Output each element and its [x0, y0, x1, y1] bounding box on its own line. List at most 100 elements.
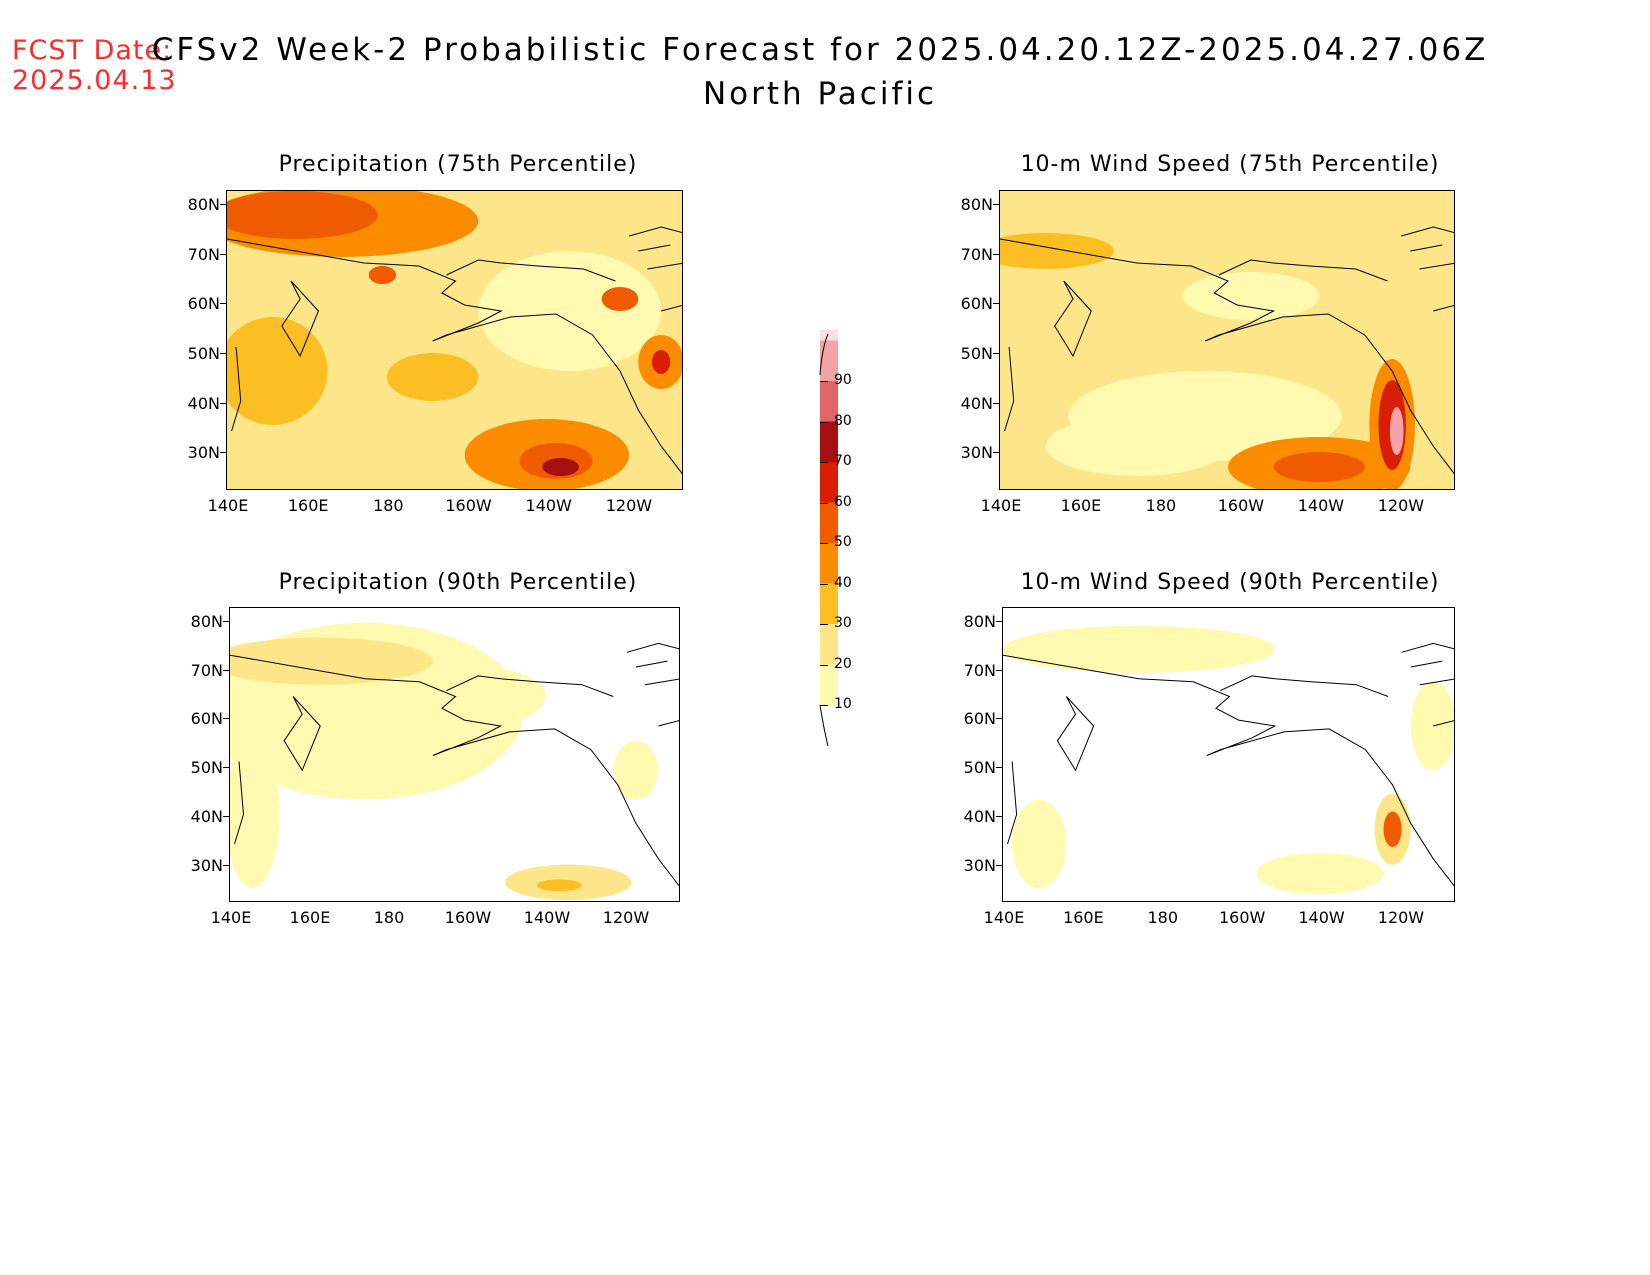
lon-tick-label: 160E — [1060, 496, 1102, 515]
coastline — [1000, 238, 1454, 475]
coastline — [1401, 226, 1454, 312]
lat-tick-label: 40N — [187, 393, 220, 413]
probability-contour-area — [1273, 452, 1365, 482]
coastline — [1401, 642, 1454, 727]
lat-tick-mark — [996, 669, 1002, 671]
colorbar-tick-mark — [820, 462, 828, 463]
probability-contour-area — [1182, 272, 1320, 320]
colorbar-level-label: 10 — [834, 696, 852, 712]
lon-tick-label: 160E — [287, 496, 329, 515]
colorbar-segment — [820, 624, 838, 665]
lat-tick-mark — [220, 452, 226, 454]
probability-contour-area — [227, 191, 378, 239]
panel-title-precip-90: Precipitation (90th Percentile) — [278, 570, 638, 595]
lon-tick-label: 160W — [1217, 496, 1265, 515]
probability-contour-area — [1389, 407, 1404, 455]
colorbar-segment — [820, 543, 838, 584]
lat-tick-mark — [220, 204, 226, 205]
colorbar-segment — [820, 502, 838, 543]
colorbar-level-label: 60 — [834, 493, 852, 510]
coastline — [234, 761, 245, 845]
coastline — [230, 654, 679, 887]
lon-tick-label: 140E — [207, 496, 249, 515]
forecast-date-block: FCST Date: 2025.04.13 — [12, 36, 177, 96]
lat-tick-label: 80N — [963, 612, 996, 631]
coastline — [231, 346, 242, 432]
lat-tick-mark — [993, 303, 999, 305]
probability-contour-area — [227, 317, 328, 425]
lat-tick-mark — [223, 669, 229, 671]
colorbar-level-label: 90 — [834, 372, 852, 388]
lon-tick-label: 120W — [602, 908, 650, 927]
main-title: CFSv2 Week-2 Probabilistic Forecast for … — [151, 32, 1489, 68]
probability-contour-area — [1045, 416, 1228, 476]
lon-tick-label: 160W — [1218, 908, 1266, 927]
lat-tick-label: 30N — [960, 443, 993, 463]
map-canvas — [1003, 625, 1454, 895]
lat-tick-mark — [223, 621, 229, 622]
colorbar-segment — [820, 462, 838, 503]
colorbar-tick-mark — [820, 664, 828, 666]
colorbar-level-label: 70 — [834, 453, 852, 469]
lat-tick-label: 60N — [960, 294, 993, 314]
probability-contour-area — [386, 353, 479, 401]
probability-contour-area — [230, 740, 280, 889]
map-precip-75 — [226, 190, 683, 490]
lon-tick-label: 120W — [605, 496, 653, 515]
lat-tick-mark — [220, 402, 226, 404]
colorbar-segment — [820, 664, 838, 705]
colorbar-level-label: 50 — [834, 534, 852, 550]
lat-tick-mark — [220, 253, 226, 255]
lat-tick-label: 30N — [187, 443, 220, 463]
lon-tick-label: 140E — [210, 908, 252, 927]
probability-contour-area — [1383, 811, 1402, 847]
coastline — [629, 226, 682, 312]
probability-contour-area — [601, 287, 639, 311]
lat-tick-label: 50N — [960, 343, 993, 363]
map-precip-90 — [229, 607, 680, 902]
lat-tick-label: 70N — [963, 660, 996, 680]
lat-tick-mark — [220, 352, 226, 354]
lon-tick-label: 140W — [523, 908, 571, 927]
lat-tick-label: 40N — [190, 806, 223, 826]
map-wind-90 — [1002, 607, 1455, 902]
colorbar-level-label: 30 — [834, 615, 852, 631]
lon-tick-label: 140E — [980, 496, 1022, 515]
lat-tick-label: 40N — [960, 393, 993, 413]
map-canvas — [227, 191, 682, 489]
lon-tick-label: 180 — [1145, 496, 1177, 515]
probability-contour-area — [536, 879, 582, 892]
coastline — [446, 259, 616, 282]
lat-tick-mark — [996, 864, 1002, 866]
probability-contour-area — [1012, 799, 1067, 889]
lat-tick-label: 80N — [190, 612, 223, 631]
colorbar-tick-mark — [820, 421, 828, 423]
lon-tick-label: 180 — [1147, 908, 1179, 927]
colorbar-tick-mark — [820, 502, 828, 504]
lat-tick-mark — [223, 815, 229, 817]
colorbar-upper-tip — [819, 333, 829, 376]
lat-tick-mark — [223, 864, 229, 866]
lon-tick-label: 180 — [373, 496, 404, 515]
lon-tick-label: 120W — [1377, 496, 1425, 515]
lon-tick-label: 140W — [1298, 908, 1345, 927]
coastline — [1218, 259, 1388, 282]
colorbar-segment — [820, 330, 838, 341]
colorbar-tick-mark — [820, 624, 828, 625]
coastline — [446, 675, 614, 697]
coastline — [283, 696, 321, 772]
panel-title-wind-90: 10-m Wind Speed (90th Percentile) — [1020, 570, 1440, 595]
lat-tick-mark — [223, 767, 229, 769]
lat-tick-label: 70N — [187, 244, 220, 264]
probability-contour-area — [1256, 852, 1384, 895]
probability-contour-area — [1410, 681, 1454, 771]
coastline — [1003, 654, 1454, 887]
probability-contour-area — [546, 326, 639, 356]
probability-contour-area — [542, 458, 579, 476]
probability-contour-area — [613, 740, 659, 800]
lat-tick-label: 60N — [187, 294, 220, 314]
colorbar-segment — [820, 381, 838, 422]
lat-tick-mark — [223, 718, 229, 720]
lat-tick-mark — [996, 621, 1002, 622]
colorbar-tick-mark — [820, 583, 828, 585]
